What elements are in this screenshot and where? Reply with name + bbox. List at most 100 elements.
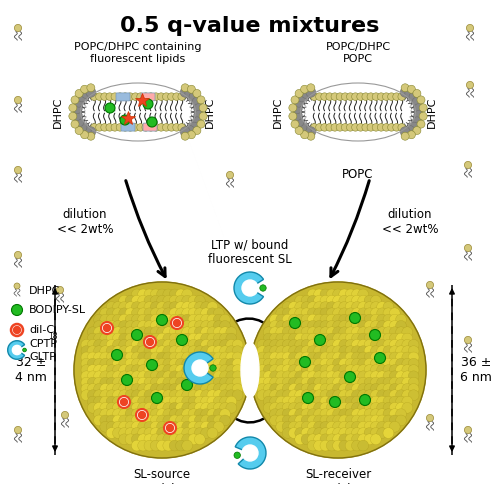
Circle shape	[200, 427, 211, 439]
Circle shape	[88, 339, 98, 350]
Circle shape	[360, 394, 370, 406]
Circle shape	[163, 295, 173, 306]
Circle shape	[339, 346, 349, 357]
Circle shape	[132, 302, 142, 312]
Circle shape	[376, 408, 388, 420]
Circle shape	[307, 132, 315, 140]
Text: LTP w/ bound
fluorescent SL: LTP w/ bound fluorescent SL	[208, 238, 292, 266]
Circle shape	[295, 320, 306, 332]
Circle shape	[288, 377, 300, 388]
Circle shape	[94, 390, 104, 401]
Circle shape	[156, 390, 168, 401]
Circle shape	[326, 396, 337, 407]
Circle shape	[77, 92, 87, 102]
Circle shape	[376, 371, 388, 382]
Circle shape	[138, 408, 148, 420]
Circle shape	[358, 320, 368, 332]
Circle shape	[301, 421, 312, 432]
Circle shape	[250, 282, 426, 458]
Circle shape	[220, 346, 230, 357]
Circle shape	[182, 415, 192, 426]
Circle shape	[326, 320, 337, 332]
Circle shape	[176, 334, 188, 346]
Circle shape	[310, 93, 318, 101]
Circle shape	[376, 402, 388, 413]
Circle shape	[94, 333, 104, 344]
Circle shape	[376, 314, 388, 325]
Circle shape	[181, 132, 189, 140]
Circle shape	[150, 308, 161, 318]
Circle shape	[390, 383, 400, 394]
Circle shape	[295, 295, 306, 306]
Text: 0.5 q-value mixtures: 0.5 q-value mixtures	[120, 16, 380, 36]
Circle shape	[320, 434, 331, 445]
Circle shape	[138, 308, 148, 318]
Circle shape	[364, 383, 375, 394]
Circle shape	[14, 251, 21, 258]
Circle shape	[176, 377, 186, 388]
Circle shape	[326, 352, 337, 363]
Circle shape	[138, 314, 148, 325]
Circle shape	[242, 445, 258, 461]
Circle shape	[358, 440, 368, 451]
Circle shape	[101, 322, 113, 334]
Circle shape	[197, 96, 205, 104]
Circle shape	[339, 396, 349, 407]
Circle shape	[358, 371, 368, 382]
Circle shape	[122, 93, 129, 101]
Circle shape	[71, 96, 79, 104]
Circle shape	[301, 320, 312, 332]
Circle shape	[106, 408, 117, 420]
Circle shape	[226, 171, 234, 179]
Circle shape	[119, 383, 130, 394]
Circle shape	[200, 402, 211, 413]
Circle shape	[150, 421, 161, 432]
Circle shape	[292, 110, 302, 121]
Circle shape	[144, 440, 155, 451]
Circle shape	[169, 383, 180, 394]
Circle shape	[301, 346, 312, 357]
Circle shape	[200, 364, 211, 376]
Circle shape	[364, 302, 375, 312]
Circle shape	[138, 364, 148, 376]
Circle shape	[163, 390, 173, 401]
Circle shape	[301, 352, 312, 363]
Circle shape	[364, 396, 375, 407]
Circle shape	[226, 333, 236, 344]
Circle shape	[390, 415, 400, 426]
Circle shape	[405, 89, 415, 98]
Circle shape	[112, 415, 124, 426]
Circle shape	[342, 123, 349, 131]
Circle shape	[264, 333, 274, 344]
Circle shape	[390, 421, 400, 432]
Circle shape	[383, 371, 394, 382]
Circle shape	[390, 314, 400, 325]
Circle shape	[163, 364, 173, 376]
Circle shape	[308, 408, 318, 420]
Circle shape	[188, 358, 199, 369]
Circle shape	[132, 93, 139, 101]
Circle shape	[339, 339, 349, 350]
Circle shape	[339, 333, 349, 344]
Circle shape	[332, 402, 344, 413]
Circle shape	[308, 415, 318, 426]
Circle shape	[308, 383, 318, 394]
Circle shape	[320, 364, 331, 376]
Circle shape	[352, 339, 362, 350]
Circle shape	[163, 320, 173, 332]
Circle shape	[352, 408, 362, 420]
Circle shape	[132, 314, 142, 325]
Circle shape	[81, 371, 92, 382]
Circle shape	[88, 352, 98, 363]
Circle shape	[352, 427, 362, 439]
Circle shape	[88, 364, 98, 376]
Circle shape	[383, 333, 394, 344]
Circle shape	[220, 320, 230, 332]
Circle shape	[125, 383, 136, 394]
Circle shape	[414, 104, 424, 114]
Circle shape	[182, 302, 192, 312]
Circle shape	[320, 358, 331, 369]
Circle shape	[132, 402, 142, 413]
Circle shape	[295, 339, 306, 350]
Circle shape	[156, 339, 168, 350]
